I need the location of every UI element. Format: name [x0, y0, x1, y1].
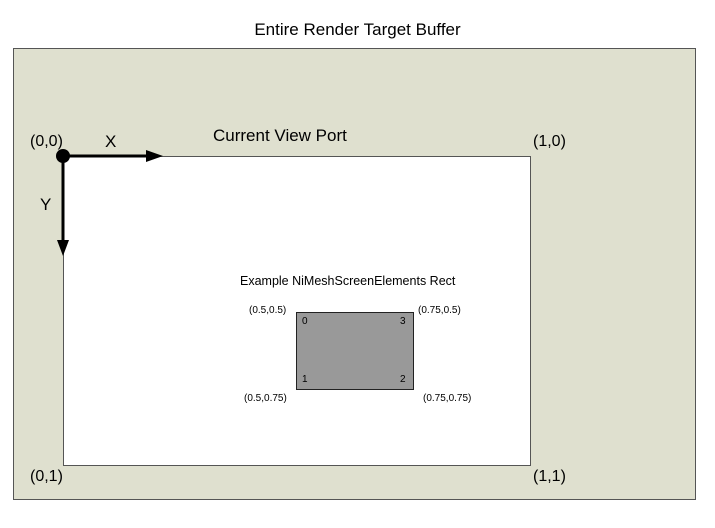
viewport-title: Current View Port: [213, 126, 347, 145]
current-viewport: [63, 156, 531, 466]
screen-elements-rect: [296, 312, 414, 390]
y-axis-label: Y: [40, 195, 52, 214]
corner-label-top-right: (1,0): [533, 133, 566, 150]
x-axis-label: X: [105, 132, 117, 151]
corner-label-bottom-left: (0,1): [30, 468, 63, 485]
rect-coord-bottom-left: (0.5,0.75): [244, 393, 287, 404]
vertex-index-top-left: 0: [302, 316, 308, 327]
corner-label-top-left: (0,0): [30, 133, 63, 150]
x-axis-arrowhead: [146, 150, 163, 162]
rect-coord-top-left: (0.5,0.5): [249, 305, 287, 316]
buffer-title: Entire Render Target Buffer: [254, 20, 461, 39]
vertex-index-top-right: 3: [400, 316, 406, 327]
vertex-index-bottom-right: 2: [400, 374, 406, 385]
vertex-index-bottom-left: 1: [302, 374, 308, 385]
y-axis-arrowhead: [57, 240, 69, 256]
rect-coord-top-right: (0.75,0.5): [418, 305, 461, 316]
screen-rect-title: Example NiMeshScreenElements Rect: [240, 274, 456, 288]
origin-dot: [56, 149, 70, 163]
rect-coord-bottom-right: (0.75,0.75): [423, 393, 472, 404]
corner-label-bottom-right: (1,1): [533, 468, 566, 485]
